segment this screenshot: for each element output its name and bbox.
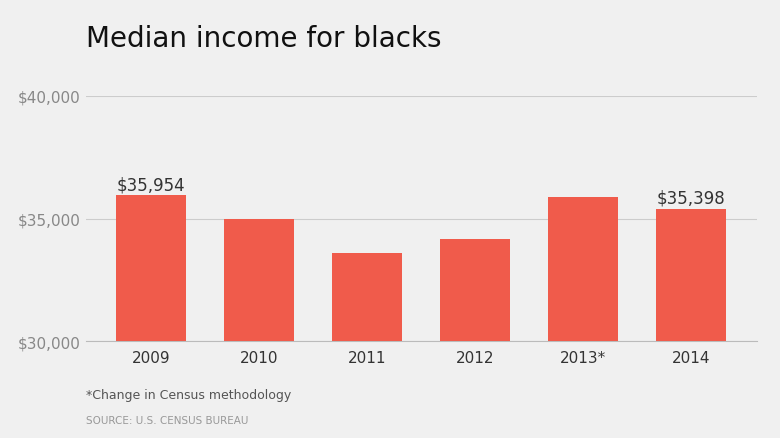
Bar [116,196,186,438]
Bar [548,197,619,438]
Text: $35,954: $35,954 [117,176,186,194]
Bar [224,219,294,438]
Text: SOURCE: U.S. CENSUS BUREAU: SOURCE: U.S. CENSUS BUREAU [86,415,248,425]
Bar [440,240,510,438]
Text: *Change in Census methodology: *Change in Census methodology [86,388,291,401]
Text: $35,398: $35,398 [657,189,725,207]
Bar [332,254,402,438]
Bar [656,209,726,438]
Text: Median income for blacks: Median income for blacks [86,25,441,53]
